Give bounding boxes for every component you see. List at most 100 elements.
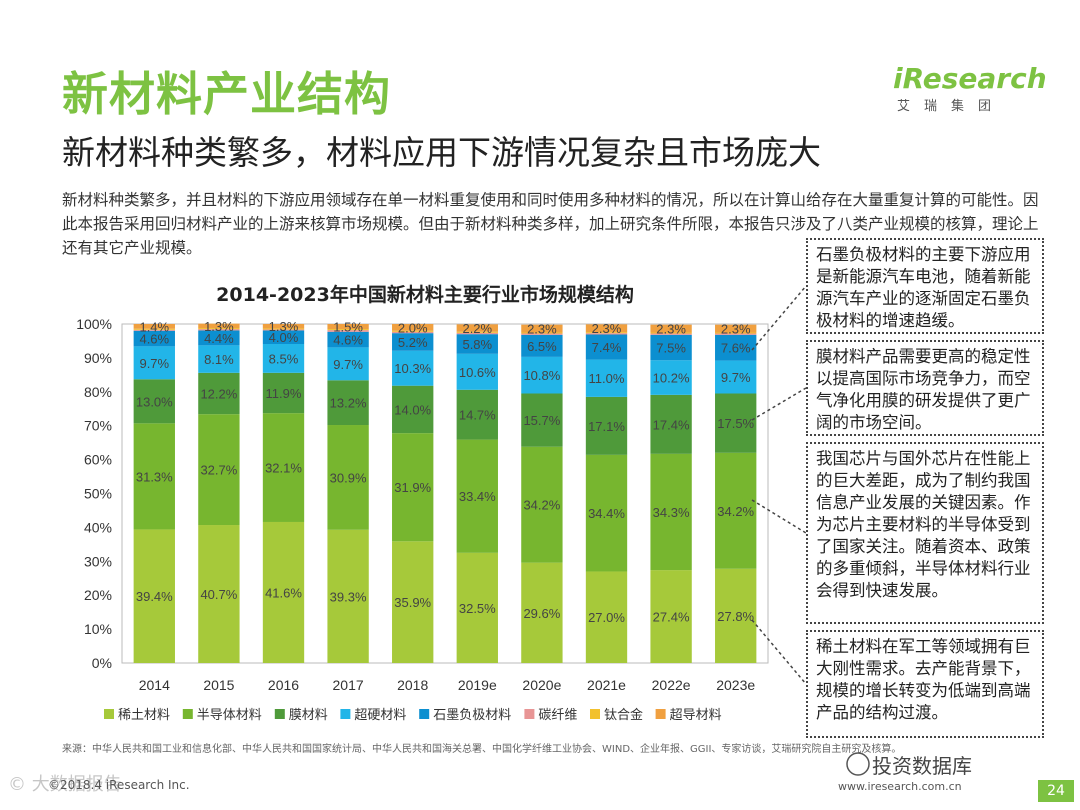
bar-data-label: 14.0% — [394, 402, 431, 417]
iresearch-logo: iResearch 艾瑞集团 — [893, 62, 1047, 114]
x-tick-label: 2017 — [333, 677, 364, 693]
bar-segment — [198, 323, 240, 329]
bar-segment — [456, 332, 498, 335]
bar-segment — [198, 345, 240, 373]
legend-label: 碳纤维 — [538, 707, 577, 722]
bar-data-label: 8.1% — [204, 352, 234, 367]
bar-segment — [521, 324, 563, 333]
bar-segment — [327, 324, 369, 330]
y-tick-label: 50% — [84, 486, 112, 502]
bar-segment — [585, 454, 628, 572]
bar-data-label: 39.3% — [330, 589, 367, 604]
bar-segment — [521, 332, 563, 334]
y-tick-label: 40% — [84, 519, 112, 535]
bar-segment — [198, 372, 240, 415]
y-tick-label: 0% — [92, 655, 112, 671]
bar-segment — [585, 396, 628, 455]
legend-swatch — [182, 709, 193, 719]
bar-data-label: 13.0% — [136, 394, 173, 409]
logo-text: iResearch — [893, 62, 1047, 95]
legend-swatch — [340, 709, 351, 719]
bar-segment — [521, 333, 563, 335]
bar-data-label: 11.0% — [589, 371, 625, 386]
bar-data-label: 2.3% — [527, 322, 557, 337]
source-note: 来源：中华人民共和国工业和信息化部、中华人民共和国国家统计局、中华人民共和国海关… — [62, 744, 902, 755]
legend-swatch — [104, 709, 114, 719]
watermark-text: © 大数据报告 — [8, 774, 122, 795]
legend-swatch — [274, 709, 285, 719]
y-tick-label: 90% — [84, 350, 112, 366]
y-tick-label: 30% — [84, 553, 112, 569]
y-tick-label: 80% — [84, 384, 112, 400]
bar-data-label: 1.3% — [204, 319, 234, 334]
bar-data-label: 9.7% — [721, 370, 751, 385]
bar-segment — [521, 356, 563, 394]
bar-data-label: 17.1% — [588, 419, 625, 434]
bar-segment — [521, 393, 563, 447]
page-title: 新材料产业结构 — [62, 67, 391, 121]
bar-data-label: 2.0% — [398, 320, 428, 335]
footer-url: www.iresearch.com.cn — [838, 780, 962, 793]
legend-swatch — [590, 709, 600, 719]
bar-segment — [198, 414, 240, 526]
bar-segment — [715, 452, 757, 569]
bar-segment — [456, 334, 498, 354]
bar-segment — [715, 324, 757, 333]
bar-segment — [392, 385, 434, 434]
bar-segment — [715, 393, 757, 453]
callout-membrane: 膜材料产品需要更高的稳定性以提高国际市场竞争力，而空气净化用膜的研发提供了更广阔… — [806, 340, 1044, 436]
bar-segment — [262, 521, 305, 663]
legend-label: 稀土材料 — [118, 707, 170, 722]
bar-segment — [327, 529, 369, 663]
bar-data-label: 2.3% — [656, 322, 686, 337]
x-tick-label: 2022e — [652, 677, 691, 693]
legend-label: 石墨负极材料 — [433, 707, 511, 722]
bar-segment — [650, 570, 692, 663]
bar-data-label: 32.1% — [265, 461, 302, 476]
legend-label: 半导体材料 — [197, 707, 262, 722]
bar-segment — [456, 324, 498, 332]
bar-data-label: 5.8% — [462, 337, 492, 352]
bar-segment — [521, 446, 563, 563]
bar-data-label: 40.7% — [200, 587, 237, 602]
bar-segment — [392, 350, 434, 386]
bar-segment — [585, 571, 628, 663]
bar-segment — [262, 329, 305, 331]
y-tick-label: 100% — [76, 316, 112, 332]
bar-segment — [392, 541, 434, 663]
bar-data-label: 32.7% — [200, 463, 237, 478]
bar-data-label: 2.3% — [721, 322, 751, 337]
bar-data-label: 34.2% — [523, 498, 560, 513]
bar-segment — [715, 568, 757, 663]
bar-data-label: 15.7% — [523, 413, 560, 428]
bar-segment — [650, 332, 692, 334]
bar-data-label: 27.4% — [653, 610, 690, 625]
bar-data-label: 10.8% — [523, 368, 560, 383]
bar-data-label: 30.9% — [330, 470, 367, 485]
legend-label: 膜材料 — [289, 707, 328, 722]
legend-label: 超硬材料 — [354, 707, 406, 722]
bar-segment — [133, 329, 175, 331]
bar-data-label: 33.4% — [459, 489, 496, 504]
page-subtitle: 新材料种类繁多，材料应用下游情况复杂且市场庞大 — [62, 133, 821, 172]
callout-graphite: 石墨负极材料的主要下游应用是新能源汽车电池，随着新能源汽车产业的逐渐固定石墨负极… — [806, 238, 1044, 334]
bar-segment — [456, 552, 498, 663]
bar-segment — [392, 330, 434, 332]
bar-segment — [133, 529, 175, 663]
bar-segment — [133, 330, 175, 347]
x-tick-label: 2014 — [139, 677, 170, 693]
bar-segment — [133, 328, 175, 330]
bar-segment — [327, 329, 369, 331]
bar-segment — [456, 331, 498, 333]
bar-data-label: 14.7% — [459, 408, 496, 423]
wechat-label: 投资数据库 — [872, 754, 972, 778]
bar-segment — [327, 425, 369, 530]
bar-segment — [262, 330, 305, 345]
bar-data-label: 4.0% — [269, 330, 299, 345]
bar-segment — [133, 379, 175, 424]
x-tick-label: 2021e — [587, 677, 626, 693]
bar-data-label: 10.6% — [459, 365, 496, 380]
bar-data-label: 5.2% — [398, 335, 428, 350]
bar-segment — [392, 331, 434, 334]
bar-data-label: 7.4% — [592, 340, 622, 355]
